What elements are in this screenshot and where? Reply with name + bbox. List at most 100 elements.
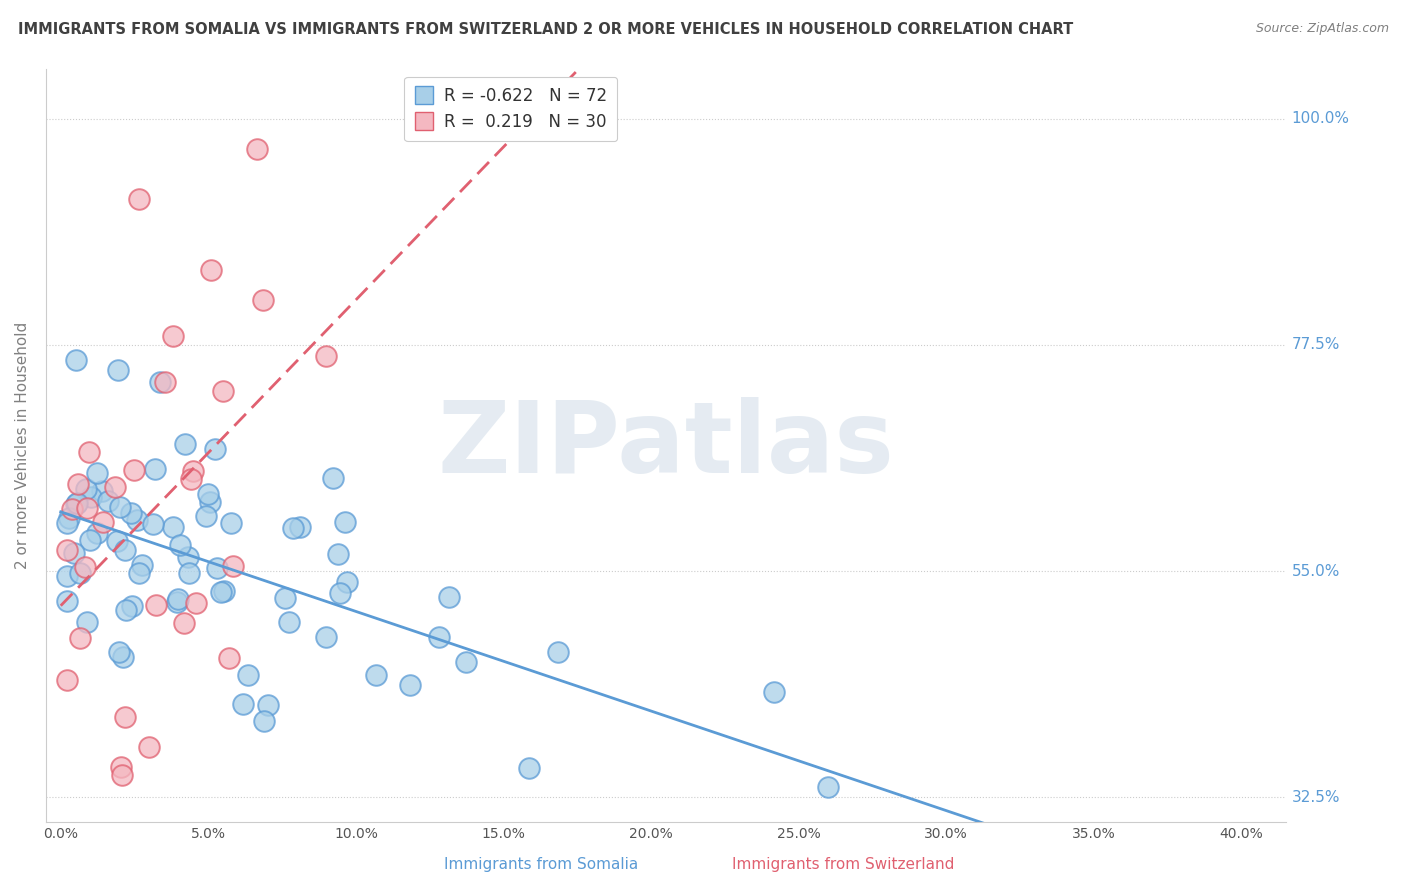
Point	[121, 599, 143, 614]
Y-axis label: 2 or more Vehicles in Household: 2 or more Vehicles in Household	[15, 322, 30, 569]
Text: 100.0%: 100.0%	[1292, 112, 1350, 127]
Point	[173, 615, 195, 630]
Point	[328, 548, 350, 562]
Point	[281, 521, 304, 535]
Point	[65, 353, 87, 368]
Point	[69, 631, 91, 645]
Point	[366, 668, 388, 682]
Point	[60, 502, 83, 516]
Text: Source: ZipAtlas.com: Source: ZipAtlas.com	[1256, 22, 1389, 36]
Point	[762, 685, 785, 699]
Point	[252, 293, 274, 307]
Point	[547, 645, 569, 659]
Point	[138, 740, 160, 755]
Point	[257, 698, 280, 712]
Point	[204, 442, 226, 457]
Point	[115, 603, 138, 617]
Point	[114, 710, 136, 724]
Point	[56, 516, 79, 531]
Point	[128, 192, 150, 206]
Point	[97, 493, 120, 508]
Point	[437, 591, 460, 605]
Point	[108, 500, 131, 515]
Point	[55, 673, 77, 688]
Point	[427, 630, 450, 644]
Point	[153, 376, 176, 390]
Point	[112, 649, 135, 664]
Point	[86, 526, 108, 541]
Point	[114, 543, 136, 558]
Text: 55.0%: 55.0%	[1292, 564, 1340, 579]
Point	[73, 560, 96, 574]
Point	[166, 594, 188, 608]
Point	[238, 667, 260, 681]
Point	[212, 583, 235, 598]
Point	[111, 768, 134, 782]
Point	[145, 462, 167, 476]
Point	[322, 471, 344, 485]
Point	[162, 520, 184, 534]
Point	[166, 591, 188, 606]
Point	[817, 780, 839, 795]
Point	[76, 615, 98, 629]
Point	[209, 584, 232, 599]
Point	[120, 506, 142, 520]
Point	[246, 142, 269, 156]
Point	[105, 534, 128, 549]
Point	[194, 509, 217, 524]
Point	[169, 538, 191, 552]
Point	[58, 511, 80, 525]
Point	[184, 595, 207, 609]
Point	[315, 349, 337, 363]
Point	[104, 480, 127, 494]
Point	[277, 615, 299, 629]
Point	[176, 549, 198, 564]
Text: 32.5%: 32.5%	[1292, 789, 1340, 805]
Point	[86, 466, 108, 480]
Text: 77.5%: 77.5%	[1292, 337, 1340, 352]
Point	[218, 651, 240, 665]
Point	[965, 830, 987, 845]
Point	[180, 472, 202, 486]
Point	[131, 558, 153, 572]
Point	[149, 375, 172, 389]
Point	[333, 515, 356, 529]
Point	[55, 593, 77, 607]
Point	[181, 464, 204, 478]
Point	[179, 566, 201, 581]
Point	[67, 477, 90, 491]
Point	[55, 542, 77, 557]
Point	[55, 569, 77, 583]
Point	[122, 463, 145, 477]
Point	[232, 698, 254, 712]
Point	[211, 384, 233, 398]
Point	[162, 328, 184, 343]
Legend: R = -0.622   N = 72, R =  0.219   N = 30: R = -0.622 N = 72, R = 0.219 N = 30	[405, 77, 617, 141]
Point	[142, 517, 165, 532]
Point	[79, 533, 101, 547]
Point	[197, 487, 219, 501]
Point	[107, 645, 129, 659]
Point	[66, 495, 89, 509]
Point	[110, 760, 132, 774]
Point	[77, 444, 100, 458]
Point	[91, 484, 114, 499]
Point	[128, 566, 150, 580]
Point	[222, 559, 245, 574]
Text: Immigrants from Somalia: Immigrants from Somalia	[444, 857, 638, 872]
Point	[125, 513, 148, 527]
Point	[290, 520, 312, 534]
Point	[519, 761, 541, 775]
Point	[221, 516, 243, 531]
Point	[173, 437, 195, 451]
Point	[65, 497, 87, 511]
Point	[91, 515, 114, 529]
Point	[274, 591, 297, 605]
Point	[198, 494, 221, 508]
Point	[200, 262, 222, 277]
Text: Immigrants from Switzerland: Immigrants from Switzerland	[733, 857, 955, 872]
Point	[315, 630, 337, 644]
Text: IMMIGRANTS FROM SOMALIA VS IMMIGRANTS FROM SWITZERLAND 2 OR MORE VEHICLES IN HOU: IMMIGRANTS FROM SOMALIA VS IMMIGRANTS FR…	[18, 22, 1074, 37]
Point	[63, 546, 86, 560]
Point	[75, 483, 97, 497]
